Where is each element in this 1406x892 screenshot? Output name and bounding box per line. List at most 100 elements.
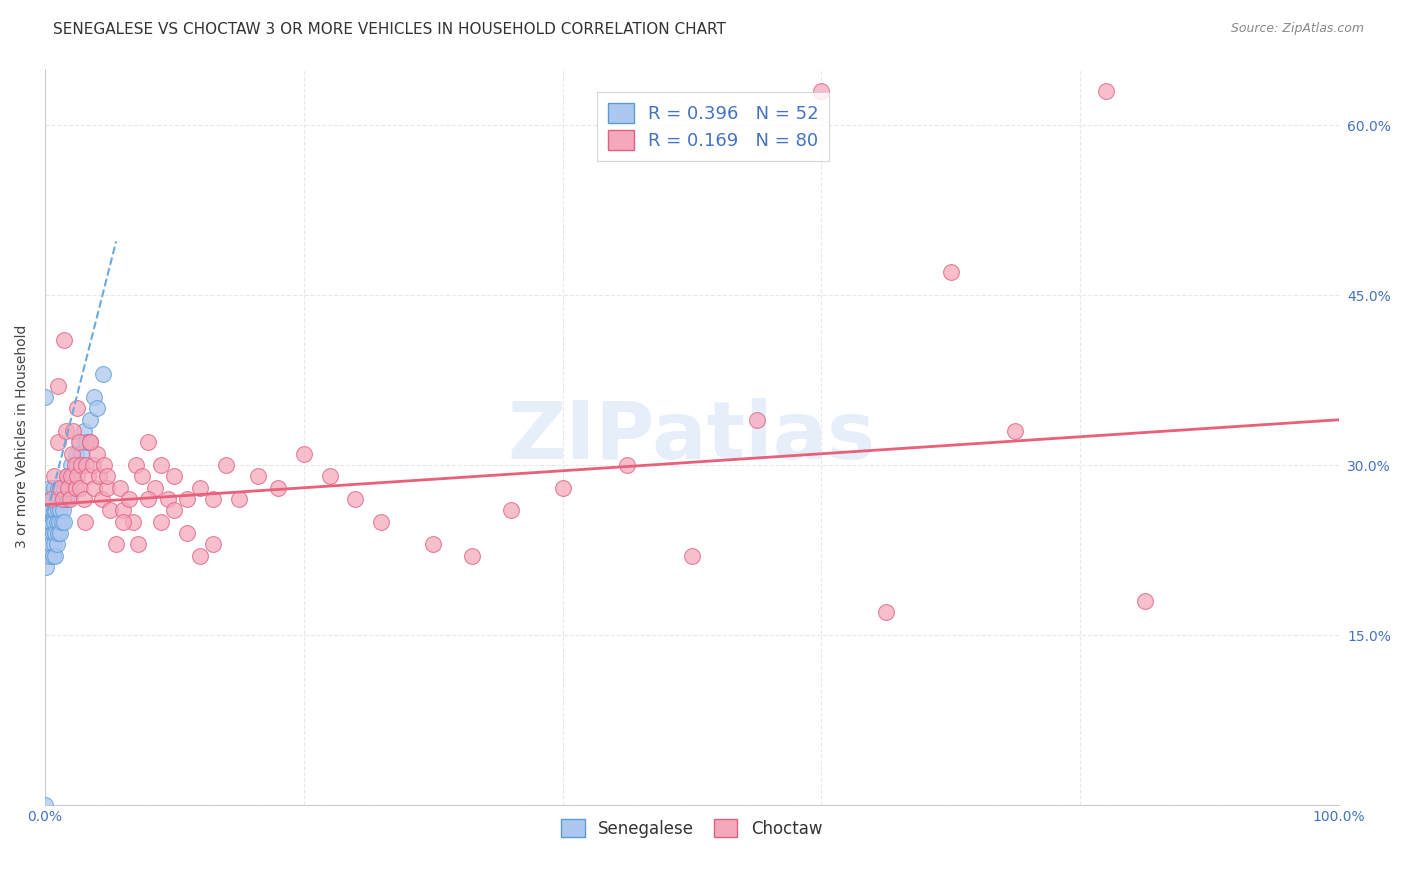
Point [745,413,768,427]
Point [44,526,66,541]
Text: Source: ZipAtlas.com: Source: ZipAtlas.com [1230,22,1364,36]
Point [46,481,69,495]
Point [344,492,367,507]
Point [138,492,160,507]
Point [122,515,145,529]
Point [41,492,63,507]
Point [156,492,179,507]
Point [247,469,270,483]
Point [215,458,238,472]
Point [58,492,80,507]
Y-axis label: 3 or more Vehicles in Household: 3 or more Vehicles in Household [15,325,30,549]
Point [75,515,97,529]
Point [616,458,638,472]
Point [59,458,82,472]
Point [49,503,72,517]
Point [70,447,93,461]
Point [41,515,63,529]
Point [124,458,146,472]
Point [370,515,392,529]
Text: ZIPatlas: ZIPatlas [508,398,876,475]
Point [422,537,444,551]
Point [46,526,69,541]
Point [163,469,186,483]
Point [292,447,315,461]
Point [51,492,73,507]
Point [89,469,111,483]
Point [70,458,93,472]
Point [56,469,79,483]
Point [56,469,79,483]
Point [108,481,131,495]
Point [176,526,198,541]
Point [53,481,76,495]
Point [51,515,73,529]
Point [62,424,84,438]
Point [46,435,69,450]
Point [44,549,66,563]
Point [83,390,105,404]
Point [42,469,65,483]
Point [499,503,522,517]
Point [58,481,80,495]
Point [45,537,67,551]
Point [318,469,340,483]
Point [65,447,87,461]
Point [55,424,77,438]
Point [79,435,101,450]
Point [42,526,65,541]
Point [163,503,186,517]
Point [42,549,65,563]
Point [1133,594,1156,608]
Point [66,458,89,472]
Point [939,265,962,279]
Point [42,492,65,507]
Point [34,390,56,404]
Point [41,537,63,551]
Point [111,515,134,529]
Text: SENEGALESE VS CHOCTAW 3 OR MORE VEHICLES IN HOUSEHOLD CORRELATION CHART: SENEGALESE VS CHOCTAW 3 OR MORE VEHICLES… [53,22,727,37]
Point [681,549,703,563]
Point [34,797,56,812]
Point [46,503,69,517]
Point [86,447,108,461]
Point [45,515,67,529]
Point [202,492,225,507]
Point [52,503,75,517]
Point [48,492,70,507]
Point [98,503,121,517]
Point [86,401,108,416]
Point [37,526,59,541]
Point [45,492,67,507]
Point [60,447,83,461]
Point [49,526,72,541]
Point [138,435,160,450]
Point [53,515,76,529]
Point [75,435,97,450]
Point [461,549,484,563]
Point [69,481,91,495]
Point [118,492,141,507]
Point [73,492,96,507]
Point [41,492,63,507]
Point [1004,424,1026,438]
Point [42,481,65,495]
Point [131,469,153,483]
Point [73,424,96,438]
Point [176,492,198,507]
Point [49,481,72,495]
Point [58,481,80,495]
Point [38,549,60,563]
Point [188,549,211,563]
Point [551,481,574,495]
Point [79,435,101,450]
Point [39,503,62,517]
Point [75,458,97,472]
Point [90,492,112,507]
Point [55,492,77,507]
Point [127,537,149,551]
Point [143,481,166,495]
Point [42,537,65,551]
Point [82,458,104,472]
Point [105,537,128,551]
